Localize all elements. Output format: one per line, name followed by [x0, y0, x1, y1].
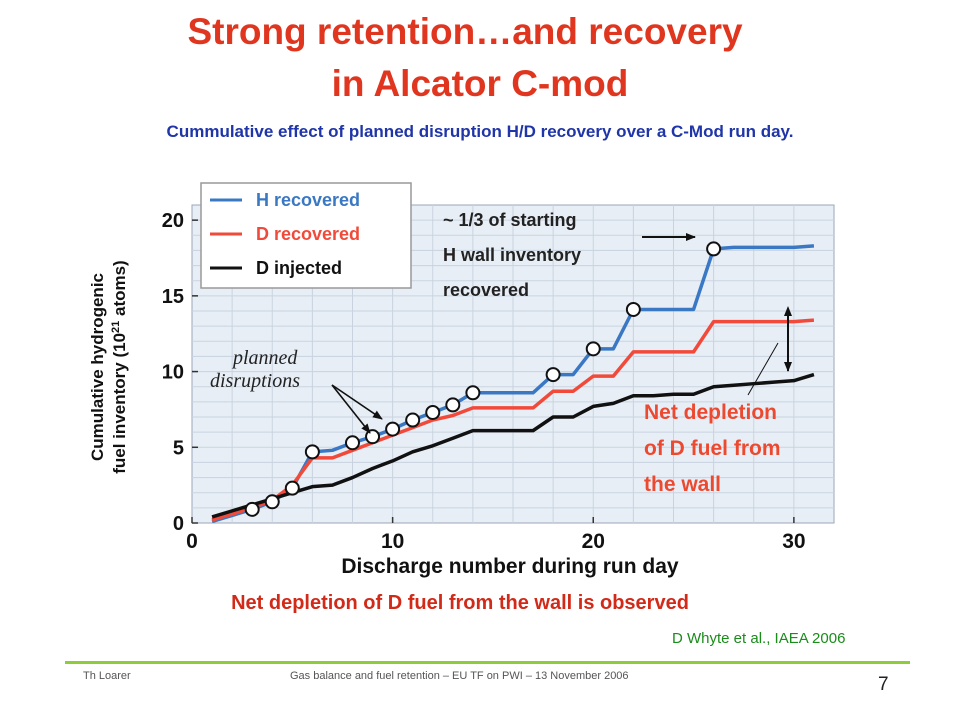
legend-label-d-injected: D injected	[256, 258, 342, 278]
citation: D Whyte et al., IAEA 2006	[672, 630, 846, 647]
footer-divider	[65, 661, 910, 664]
disruption-marker	[385, 421, 401, 437]
x-axis-title: Discharge number during run day	[341, 555, 679, 578]
legend-label-h-recovered: H recovered	[256, 190, 360, 210]
disruption-marker	[425, 404, 441, 420]
slide-caption: Net depletion of D fuel from the wall is…	[231, 592, 689, 614]
annotation-recovered-line-2: H wall inventory	[443, 245, 581, 265]
grid	[192, 205, 834, 523]
chart-figure: 0 10 20 30 0 5 10 15 20 H recovered D recovered …	[88, 182, 835, 578]
y-axis-title-line-1: Cumulative hydrogenic	[88, 273, 107, 461]
footer-title: Gas balance and fuel retention – EU TF o…	[290, 670, 629, 682]
y-axis-title: Cumulative hydrogenic fuel inventory (10…	[88, 260, 129, 473]
disruption-marker	[365, 429, 381, 445]
disruption-markers	[244, 241, 722, 517]
slide-title-line-1: Strong retention…and recovery	[187, 11, 743, 52]
y-tick-label: 5	[173, 437, 184, 459]
disruption-marker	[445, 397, 461, 413]
series-line-d-injected	[211, 372, 815, 519]
planned-arrow-1	[331, 384, 371, 434]
annotation-depletion-line-3: the wall	[644, 473, 721, 496]
annotation-recovered-line-3: recovered	[443, 280, 529, 300]
annotation-planned-line-2: disruptions	[210, 370, 300, 392]
y-tick-label: 15	[162, 286, 184, 308]
y-axis-title-base: fuel inventory (10	[110, 333, 129, 474]
slide-title-line-2: in Alcator C-mod	[331, 63, 629, 104]
disruption-marker	[345, 435, 360, 451]
y-axis-title-exponent: 21	[110, 321, 122, 333]
disruption-marker	[244, 501, 260, 517]
x-tick-label: 0	[186, 530, 198, 553]
depletion-pointer-line	[747, 342, 779, 396]
annotation-recovered-line-1: ~ 1/3 of starting	[443, 210, 577, 230]
x-tick-label: 30	[782, 530, 805, 553]
disruption-marker	[465, 385, 481, 401]
footer-author: Th Loarer	[83, 670, 131, 682]
annotation-recovered: ~ 1/3 of starting H wall inventory recov…	[443, 210, 581, 300]
disruption-marker	[545, 367, 561, 383]
y-axis-title-tail: atoms)	[110, 260, 129, 320]
annotation-planned-line-1: planned	[231, 347, 298, 369]
disruption-marker	[264, 494, 280, 510]
y-axis-title-line-2: fuel inventory (1021 atoms)	[110, 260, 129, 473]
x-tick-label: 10	[381, 530, 404, 553]
y-tick-label: 20	[162, 210, 184, 232]
y-tick-label: 10	[162, 362, 184, 384]
disruption-marker	[585, 341, 601, 357]
page-number: 7	[878, 674, 889, 695]
annotation-depletion-line-1: Net depletion	[644, 401, 777, 424]
annotation-net-depletion: Net depletion of D fuel from the wall	[644, 401, 781, 496]
planned-arrow-2	[331, 384, 383, 420]
axes: 0 10 20 30 0 5 10 15 20	[162, 210, 806, 553]
annotation-planned-disruptions: planned disruptions	[210, 347, 300, 392]
slide-subtitle: Cummulative effect of planned disruption…	[166, 122, 794, 141]
disruption-marker	[625, 301, 641, 317]
disruption-marker	[405, 412, 421, 428]
y-tick-label: 0	[173, 513, 184, 535]
disruption-marker	[284, 480, 300, 496]
legend-label-d-recovered: D recovered	[256, 224, 360, 244]
annotation-depletion-line-2: of D fuel from	[644, 437, 781, 460]
legend: H recovered D recovered D injected	[200, 182, 412, 289]
disruption-marker	[304, 444, 320, 460]
x-tick-label: 20	[582, 530, 605, 553]
disruption-marker	[706, 241, 722, 257]
